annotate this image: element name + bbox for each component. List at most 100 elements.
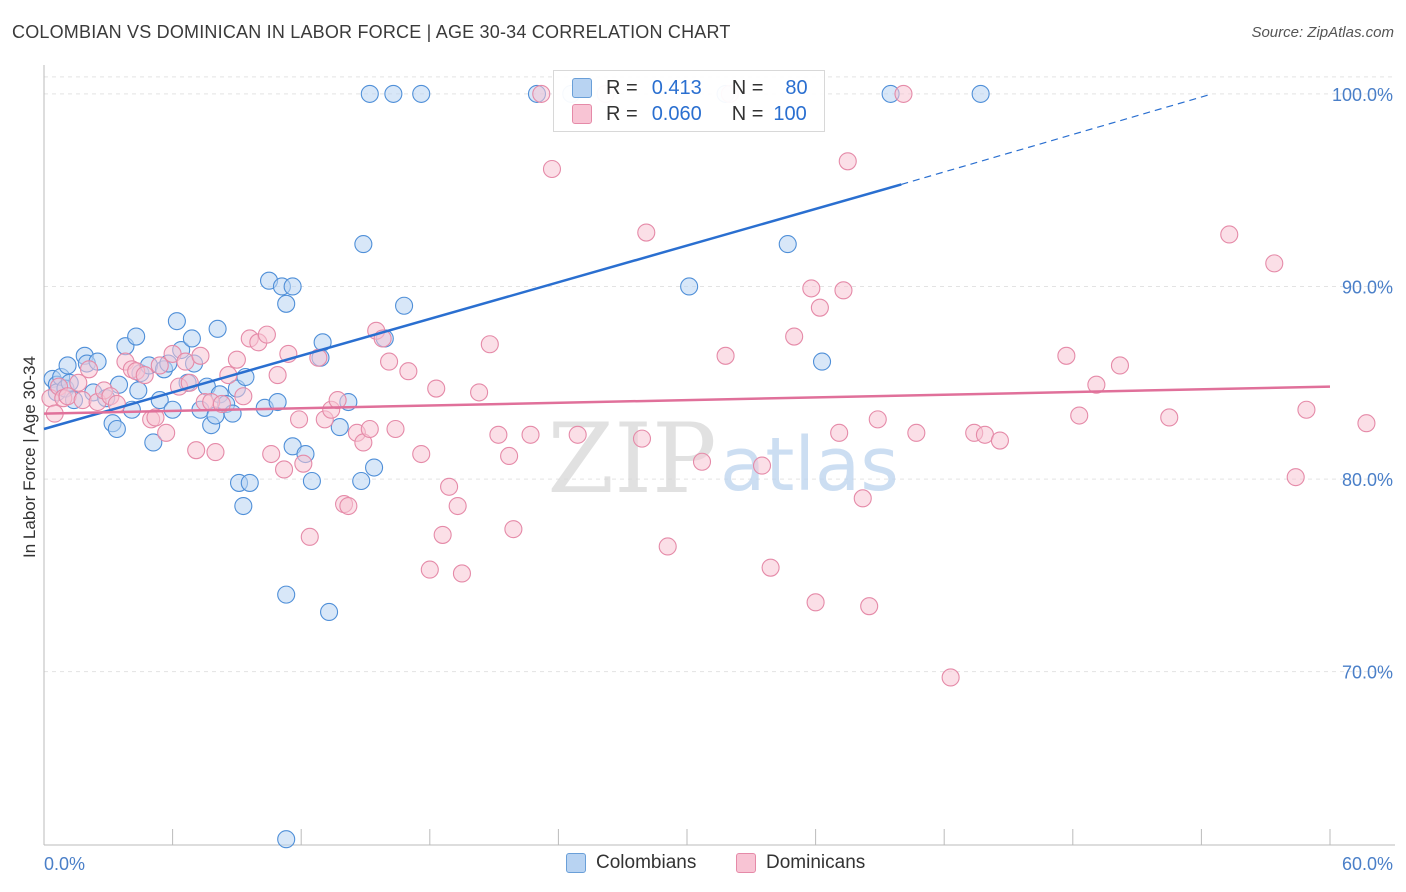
dominicans-legend-label: Dominicans [766, 852, 866, 873]
r-label: R = [606, 76, 638, 99]
watermark: ZIP atlas [547, 403, 898, 515]
colombian-point [277, 830, 296, 849]
dominican-point [234, 387, 253, 406]
colombian-point [129, 381, 148, 400]
legend-row-colombians: R = 0.413 N = 80 [572, 75, 808, 101]
dominican-point [69, 373, 88, 392]
dominican-point [212, 394, 231, 414]
dominican-point [975, 425, 994, 444]
dominican-point [1286, 468, 1305, 487]
dominican-point [542, 159, 562, 179]
dominican-point [227, 350, 246, 369]
dominican-point [257, 325, 276, 344]
colombian-point [167, 312, 186, 331]
dominican-point [504, 520, 523, 539]
dominican-point [412, 444, 431, 464]
dominican-point [1357, 414, 1376, 433]
dominican-point [135, 366, 154, 385]
colombians-legend-label: Colombians [596, 852, 697, 873]
dominicans-trend-line [43, 385, 1331, 415]
x-tick-label: 0.0% [44, 854, 85, 874]
y-axis-label: In Labor Force | Age 30-34 [20, 356, 39, 558]
colombians-legend-swatch [566, 853, 586, 873]
y-tick-label: 100.0% [1332, 85, 1393, 105]
y-tick-label: 90.0% [1342, 277, 1393, 297]
dominican-point [399, 362, 418, 381]
colombian-point [971, 84, 990, 103]
colombian-point [360, 84, 379, 103]
stats-legend: R = 0.413 N = 80 R = 0.060 N = 100 [553, 70, 825, 132]
dominican-point [339, 496, 358, 516]
colombian-point [182, 329, 201, 348]
colombians-swatch [572, 78, 592, 98]
dominican-point [480, 335, 499, 354]
dominican-point [830, 423, 849, 442]
dominican-point [79, 360, 99, 379]
dominican-point [420, 560, 439, 579]
colombian-point [384, 84, 403, 103]
x-tick-label: 60.0% [1342, 854, 1393, 874]
colombian-point [812, 352, 832, 371]
dominican-point [294, 454, 313, 473]
dominican-point [275, 460, 294, 479]
dominican-point [176, 352, 195, 371]
legend-row-dominicans: R = 0.060 N = 100 [572, 101, 807, 127]
bottom-legend-colombians[interactable]: Colombians [566, 852, 696, 874]
source-label: Source: ZipAtlas.com [1251, 24, 1394, 41]
dominican-point [568, 425, 587, 444]
dominican-point [761, 558, 780, 577]
dominican-point [427, 379, 446, 398]
dominican-point [1160, 408, 1179, 427]
colombian-point [365, 458, 384, 477]
dominican-point [187, 441, 206, 460]
dominican-point [262, 444, 281, 464]
watermark-atlas: atlas [720, 422, 899, 508]
colombians-r-value: 0.413 [651, 76, 702, 99]
dominican-point [470, 383, 489, 402]
colombians-n-value: 80 [785, 76, 808, 99]
dominican-point [1057, 346, 1076, 365]
dominican-point [452, 564, 472, 583]
colombian-point [330, 418, 349, 437]
dominican-point [489, 425, 508, 444]
colombian-point [352, 471, 371, 491]
dominican-point [268, 366, 287, 385]
colombian-point [354, 235, 373, 254]
dominican-point [806, 593, 825, 612]
colombians-trend-line [43, 183, 902, 431]
colombian-point [107, 419, 126, 439]
dominican-point [894, 84, 913, 103]
y-tick-label: 80.0% [1342, 470, 1393, 490]
dominican-point [802, 279, 821, 298]
colombian-point [277, 294, 296, 313]
dominican-point [907, 423, 926, 442]
dominican-point [433, 525, 452, 544]
dominican-point [692, 452, 712, 471]
colombian-point [268, 392, 287, 412]
dominican-point [360, 419, 379, 439]
dominican-point [1265, 254, 1284, 273]
colombian-point [283, 277, 302, 296]
colombian-point [240, 473, 259, 492]
dominican-point [1110, 356, 1130, 375]
r-label: R = [606, 102, 638, 125]
dominican-point [868, 410, 887, 429]
n-label: N = [731, 102, 764, 125]
dominican-point [990, 431, 1009, 450]
colombians-trend-extension [901, 93, 1213, 185]
dominican-point [637, 223, 656, 242]
dominican-point [290, 410, 309, 429]
watermark-zip: ZIP [547, 403, 716, 515]
colombian-point [234, 496, 253, 516]
dominican-point [853, 489, 872, 508]
dominican-point [309, 348, 328, 367]
bottom-legend-dominicans[interactable]: Dominicans [736, 852, 865, 874]
dominican-point [810, 298, 829, 317]
colombian-point [395, 296, 414, 315]
dominican-point [1087, 375, 1106, 394]
dominican-point [191, 346, 210, 365]
dominican-point [1220, 225, 1239, 244]
dominicans-n-value: 100 [773, 102, 807, 125]
dominican-point [386, 419, 405, 439]
